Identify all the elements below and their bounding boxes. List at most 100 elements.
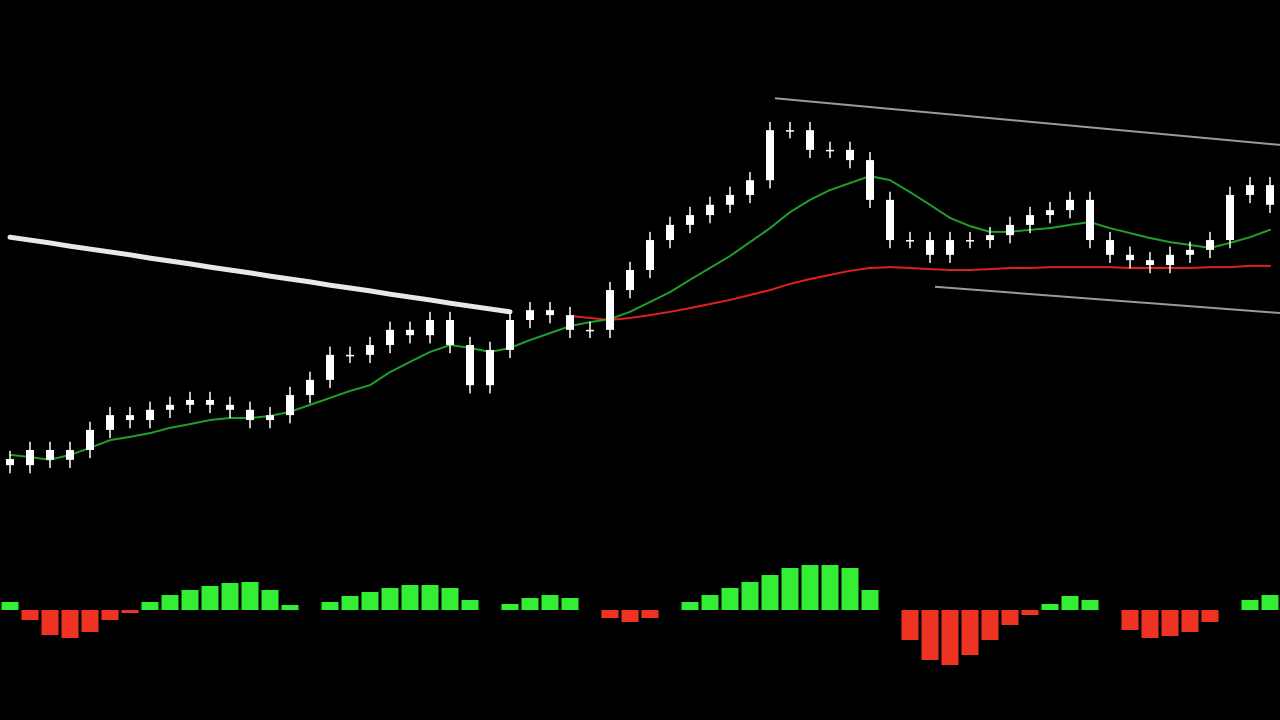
candle-body <box>266 415 274 421</box>
candle-body <box>866 160 874 200</box>
candle-body <box>6 459 14 466</box>
candle-body <box>586 329 594 332</box>
oscillator-bar <box>861 590 879 610</box>
oscillator-bar <box>61 610 79 638</box>
oscillator-bar <box>561 598 579 610</box>
candle-body <box>1266 185 1274 205</box>
candle-body <box>1166 254 1174 266</box>
candle-body <box>786 130 794 132</box>
oscillator-bar <box>961 610 979 655</box>
candle-body <box>106 415 114 430</box>
oscillator-bar <box>781 568 799 610</box>
oscillator-bar <box>261 590 279 610</box>
oscillator-bar <box>541 595 559 610</box>
oscillator-bar <box>1181 610 1199 632</box>
oscillator-bar <box>1001 610 1019 625</box>
candle-body <box>646 240 654 270</box>
oscillator-bar <box>641 610 659 618</box>
oscillator-bar <box>841 568 859 610</box>
oscillator-bar <box>401 585 419 610</box>
candle-body <box>526 310 534 321</box>
oscillator-bar <box>361 592 379 610</box>
candle-body <box>1146 260 1154 266</box>
oscillator-bar <box>601 610 619 618</box>
oscillator-bar <box>1161 610 1179 636</box>
oscillator-bar <box>1241 600 1259 610</box>
moving-average <box>569 264 1271 322</box>
trendline <box>934 285 1280 315</box>
oscillator-bar <box>141 602 159 610</box>
oscillator-bar <box>921 610 939 660</box>
candle-body <box>206 399 214 405</box>
oscillator-bar <box>221 583 239 610</box>
oscillator-bar <box>381 588 399 610</box>
candle-body <box>986 235 994 241</box>
candle-body <box>1126 254 1134 261</box>
candle-body <box>686 215 694 225</box>
oscillator-bar <box>321 602 339 610</box>
candle-body <box>146 409 154 421</box>
oscillator-bar <box>241 582 259 610</box>
candle-body <box>766 130 774 181</box>
oscillator-bar <box>21 610 39 620</box>
candle-body <box>1246 185 1254 195</box>
candle-body <box>626 269 634 291</box>
candle-body <box>846 149 854 161</box>
candle-body <box>426 320 434 336</box>
candle-body <box>1226 194 1234 241</box>
oscillator-bar <box>1141 610 1159 638</box>
candle-body <box>406 329 414 336</box>
candle-body <box>466 345 474 386</box>
candle-body <box>546 310 554 316</box>
candle-body <box>186 399 194 405</box>
oscillator-bar <box>821 565 839 610</box>
candle-body <box>1206 240 1214 250</box>
candle-body <box>806 130 814 150</box>
oscillator-bar <box>161 595 179 610</box>
oscillator-bar <box>1201 610 1219 622</box>
oscillator-bar <box>981 610 999 640</box>
candle-body <box>26 449 34 466</box>
oscillator-bar <box>741 582 759 610</box>
oscillator-bar <box>1041 604 1059 610</box>
candle-body <box>1186 249 1194 255</box>
oscillator-bar <box>681 602 699 610</box>
oscillator-bar <box>41 610 59 635</box>
candle-body <box>886 199 894 241</box>
candle-body <box>346 354 354 357</box>
candle-body <box>306 379 314 396</box>
candle-body <box>126 415 134 421</box>
oscillator-bar <box>901 610 919 640</box>
oscillator-bar <box>721 588 739 610</box>
oscillator-bar <box>201 586 219 610</box>
candle-body <box>326 354 334 380</box>
oscillator-bar <box>501 604 519 610</box>
oscillator-bar <box>81 610 99 632</box>
candle-body <box>906 240 914 242</box>
candle-body <box>386 329 394 346</box>
candle-body <box>1046 210 1054 216</box>
oscillator-bar <box>121 610 139 613</box>
candle-body <box>286 395 294 416</box>
candle-body <box>246 409 254 421</box>
candle-body <box>1086 199 1094 241</box>
oscillator-bar <box>701 595 719 610</box>
oscillator-bar <box>941 610 959 665</box>
candle-body <box>66 449 74 460</box>
candle-body <box>946 240 954 255</box>
candle-body <box>166 404 174 410</box>
oscillator-bar <box>1021 610 1039 615</box>
candle-body <box>366 345 374 355</box>
candle-body <box>926 240 934 255</box>
oscillator-bar <box>281 605 299 610</box>
candle-body <box>566 315 574 330</box>
oscillator-bar <box>1121 610 1139 630</box>
trendline <box>774 97 1280 146</box>
candle-body <box>1026 215 1034 225</box>
moving-average <box>9 175 1271 461</box>
candle-body <box>726 194 734 205</box>
oscillator-bar <box>521 598 539 610</box>
candle-body <box>746 180 754 195</box>
oscillator-bar <box>801 565 819 610</box>
